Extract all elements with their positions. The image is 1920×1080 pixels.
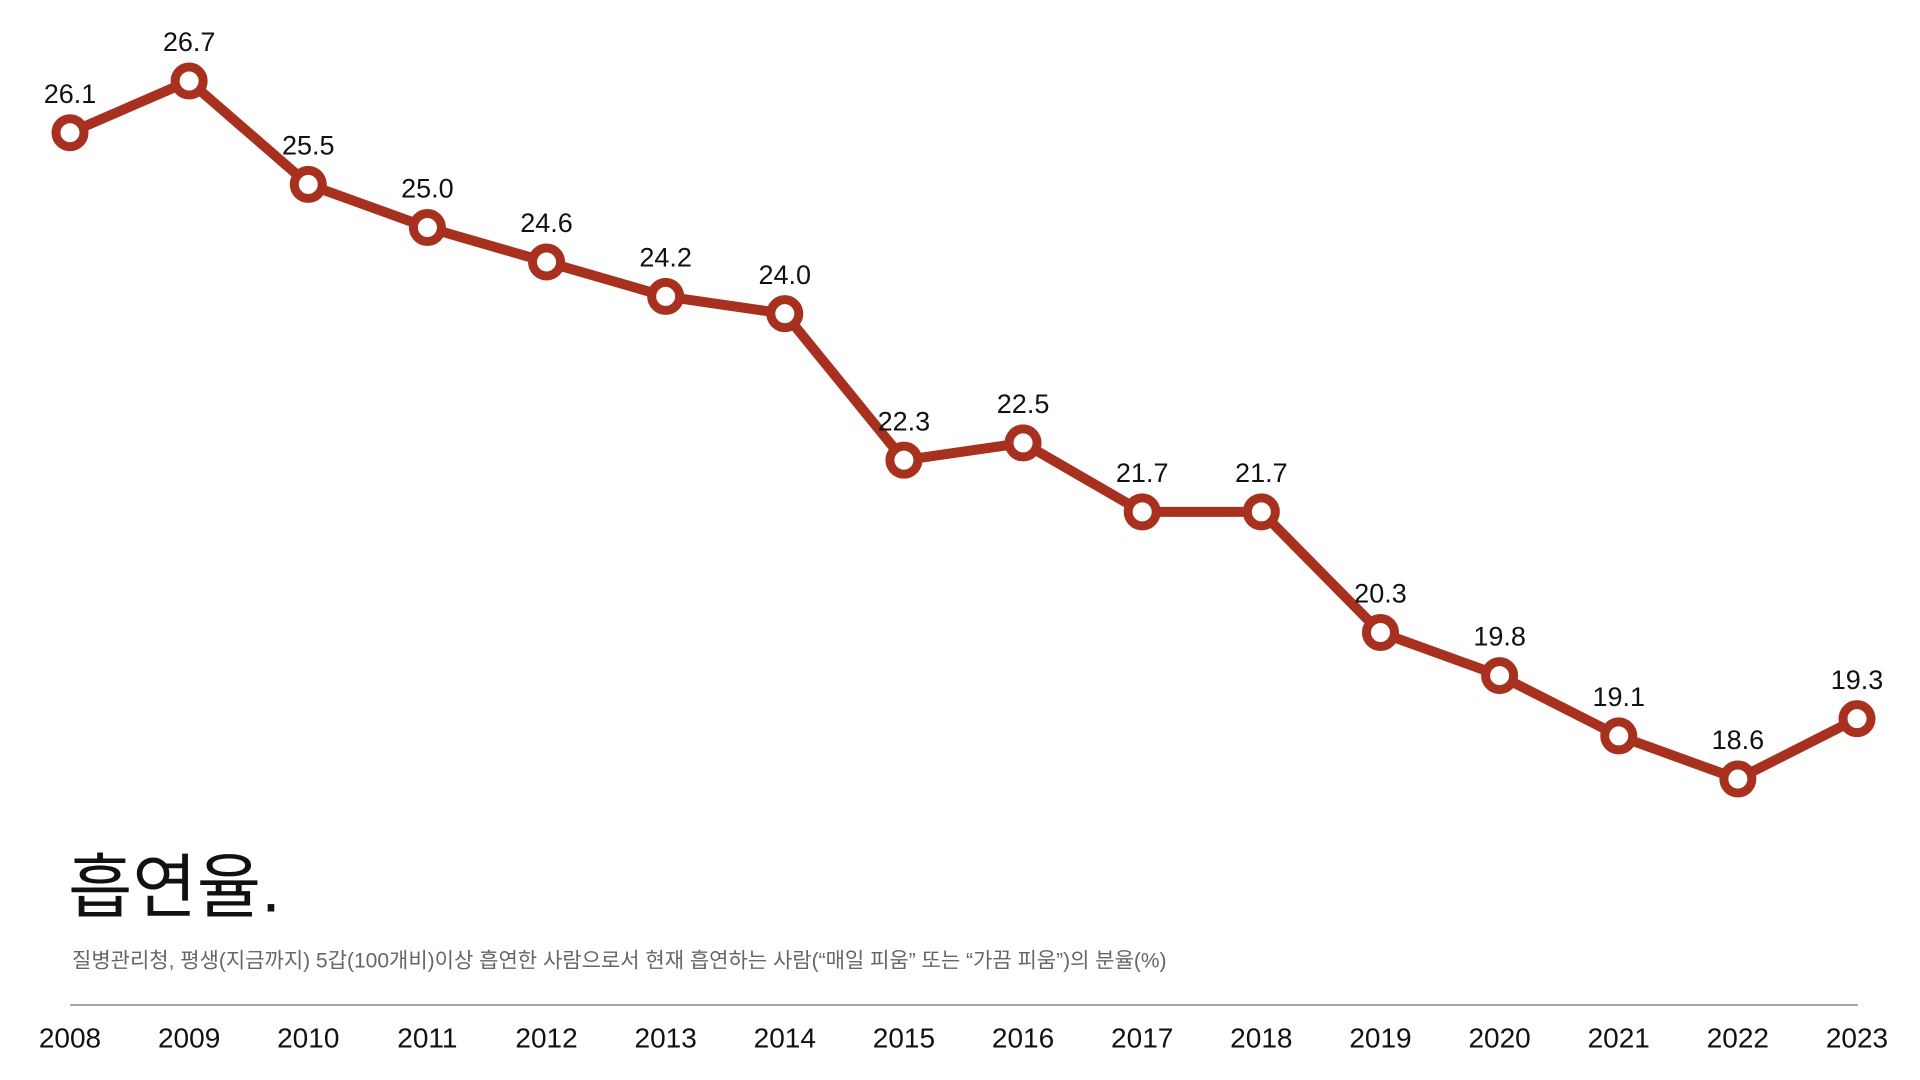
x-tick-label: 2016	[992, 1022, 1054, 1053]
data-label: 22.5	[997, 389, 1050, 419]
x-tick-label: 2010	[277, 1022, 339, 1053]
data-point	[170, 62, 208, 100]
x-tick-label: 2022	[1707, 1022, 1769, 1053]
data-label: 25.5	[282, 131, 335, 161]
data-point	[1004, 424, 1042, 462]
x-tick-label: 2009	[158, 1022, 220, 1053]
data-point	[1481, 657, 1519, 695]
data-point	[1838, 700, 1876, 738]
x-tick-label: 2019	[1349, 1022, 1411, 1053]
x-tick-label: 2011	[397, 1022, 457, 1053]
data-label: 20.3	[1354, 579, 1407, 609]
data-point	[528, 243, 566, 281]
data-point	[1600, 717, 1638, 755]
data-label: 26.1	[44, 79, 97, 109]
chart-subtitle: 질병관리청, 평생(지금까지) 5갑(100개비)이상 흡연한 사람으로서 현재…	[72, 950, 1167, 973]
x-tick-label: 2020	[1468, 1022, 1530, 1053]
x-tick-label: 2018	[1230, 1022, 1292, 1053]
x-tick-label: 2014	[754, 1022, 816, 1053]
data-label: 18.6	[1712, 725, 1765, 755]
x-tick-label: 2017	[1111, 1022, 1173, 1053]
data-point	[51, 114, 89, 152]
data-line	[68, 76, 1860, 784]
data-point	[1123, 493, 1161, 531]
data-label: 21.7	[1235, 458, 1288, 488]
x-tick-label: 2021	[1588, 1022, 1650, 1053]
data-point	[289, 165, 327, 203]
x-tick-label: 2012	[515, 1022, 577, 1053]
data-label: 24.2	[639, 243, 692, 273]
data-point	[647, 277, 685, 315]
plot-area: 26.1 26.7 25.5 25.0 24.6 24.2 24.0 22.3 22.5 21.7…	[44, 27, 1884, 798]
data-label: 19.1	[1592, 682, 1645, 712]
data-label: 21.7	[1116, 458, 1169, 488]
data-point	[1719, 760, 1757, 798]
data-label: 24.0	[759, 260, 812, 290]
data-point	[1242, 493, 1280, 531]
x-tick-label: 2015	[873, 1022, 935, 1053]
data-point	[885, 441, 923, 479]
data-point	[408, 208, 446, 246]
x-tick-label: 2008	[39, 1022, 101, 1053]
data-label: 19.3	[1831, 665, 1884, 695]
data-label: 24.6	[520, 208, 573, 238]
data-label: 26.7	[163, 27, 216, 57]
chart-title: 흡연율.	[68, 848, 281, 926]
data-point	[1361, 614, 1399, 652]
data-point	[766, 295, 804, 333]
x-tick-label: 2023	[1826, 1022, 1888, 1053]
data-label: 22.3	[878, 406, 931, 436]
data-label: 19.8	[1473, 622, 1526, 652]
data-label: 25.0	[401, 174, 454, 204]
x-tick-label: 2013	[635, 1022, 697, 1053]
